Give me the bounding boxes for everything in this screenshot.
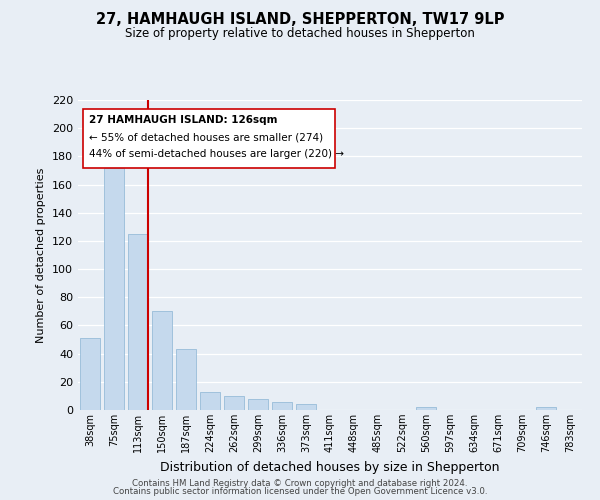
Text: Size of property relative to detached houses in Shepperton: Size of property relative to detached ho… (125, 28, 475, 40)
Text: 44% of semi-detached houses are larger (220) →: 44% of semi-detached houses are larger (… (89, 149, 344, 159)
Text: 27 HAMHAUGH ISLAND: 126sqm: 27 HAMHAUGH ISLAND: 126sqm (89, 116, 278, 126)
Bar (80, 338, 100, 410)
Bar (272, 402, 292, 410)
Bar (104, 168, 124, 410)
Y-axis label: Number of detached properties: Number of detached properties (37, 168, 46, 342)
Bar (152, 312, 172, 410)
Text: 27, HAMHAUGH ISLAND, SHEPPERTON, TW17 9LP: 27, HAMHAUGH ISLAND, SHEPPERTON, TW17 9L… (96, 12, 504, 28)
Text: Contains public sector information licensed under the Open Government Licence v3: Contains public sector information licen… (113, 487, 487, 496)
Bar (248, 398, 268, 410)
Text: ← 55% of detached houses are smaller (274): ← 55% of detached houses are smaller (27… (89, 132, 323, 142)
Bar (128, 234, 148, 410)
Bar (416, 407, 436, 410)
Bar (296, 404, 316, 410)
Bar (176, 350, 196, 410)
Text: Contains HM Land Registry data © Crown copyright and database right 2024.: Contains HM Land Registry data © Crown c… (132, 478, 468, 488)
Bar (536, 407, 556, 410)
Bar (224, 396, 244, 410)
X-axis label: Distribution of detached houses by size in Shepperton: Distribution of detached houses by size … (160, 460, 500, 473)
Bar (200, 392, 220, 410)
